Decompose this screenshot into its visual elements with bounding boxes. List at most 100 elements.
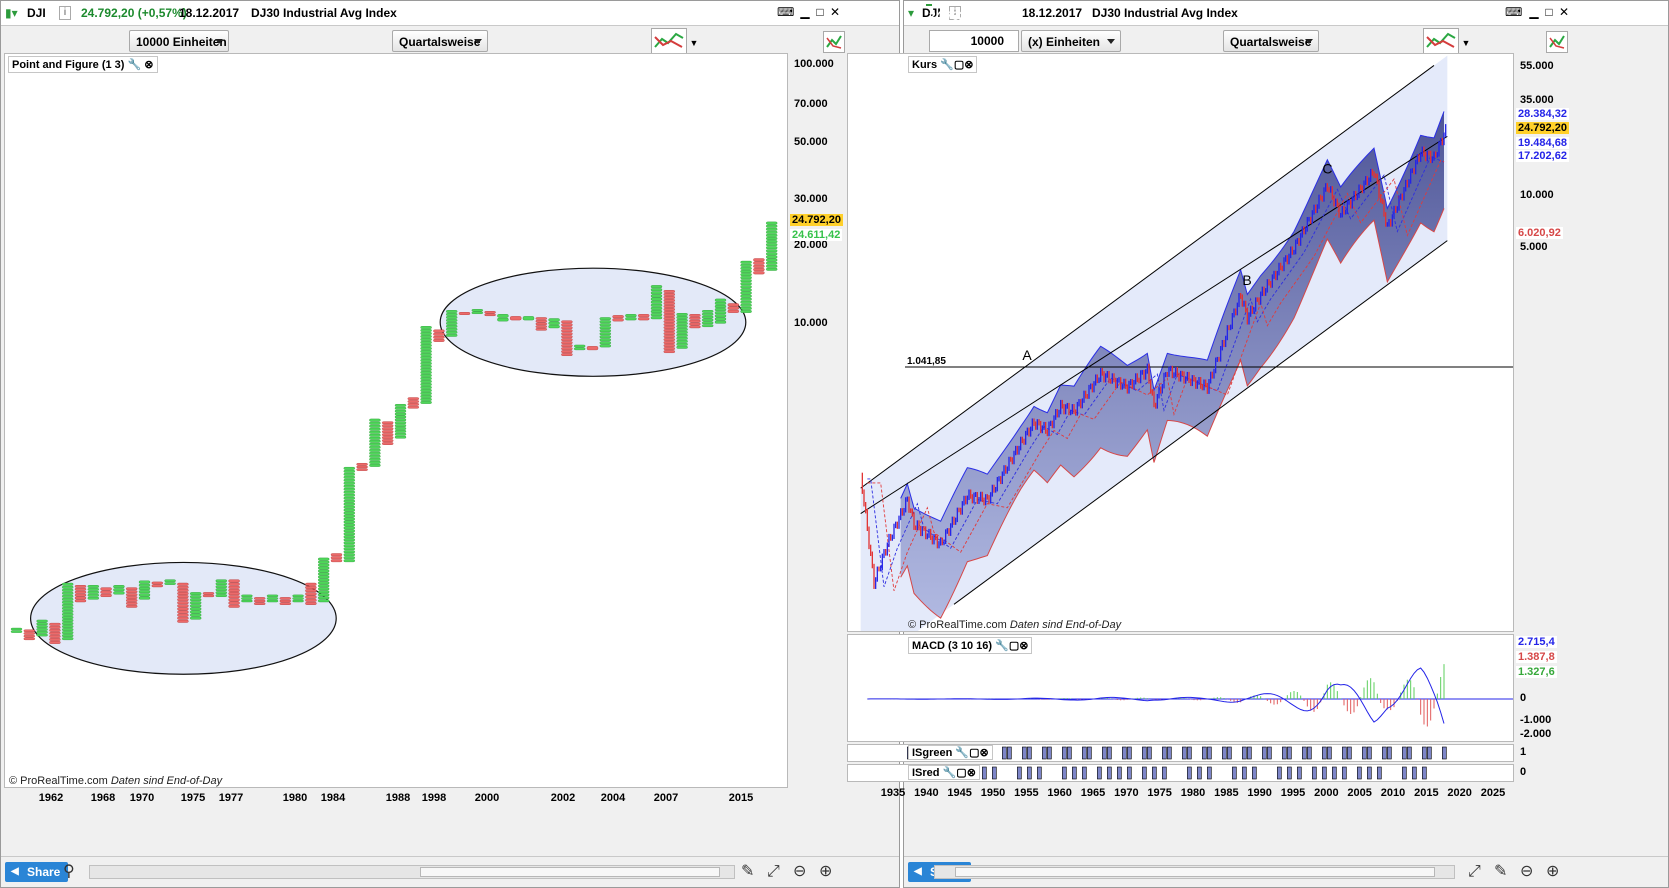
pnf-box — [663, 320, 675, 323]
scroll-thumb[interactable] — [420, 867, 720, 877]
pnf-box — [343, 547, 355, 551]
pnf-box — [177, 613, 189, 617]
pnf-box — [177, 592, 189, 595]
tools-icon[interactable] — [1546, 31, 1568, 53]
window-icon[interactable]: ▢ — [969, 747, 980, 759]
pnf-box — [23, 637, 35, 641]
pnf-box — [535, 328, 547, 331]
pnf-panel-label[interactable]: Point and Figure (1 3) 🔧 ⊗ — [8, 56, 158, 73]
info-icon[interactable]: i — [949, 6, 961, 20]
share-button[interactable]: Share — [5, 862, 69, 882]
minimize-icon[interactable]: ▁ — [1529, 5, 1539, 19]
wrench-icon[interactable]: 🔧 — [955, 747, 970, 759]
price-plot-area[interactable]: Kurs 🔧▢⊗ 1.041,85 A B C © ProRealTime.com D… — [847, 53, 1514, 632]
units-dropdown[interactable]: (x) Einheiten — [1021, 30, 1121, 52]
isgreen-plot-area[interactable]: ISgreen 🔧▢⊗ — [847, 744, 1514, 762]
pnf-box — [228, 601, 240, 605]
pulse — [1037, 766, 1042, 780]
isgreen-panel-label[interactable]: ISgreen 🔧▢⊗ — [908, 745, 993, 760]
zoom-out-icon[interactable]: ⊖ — [793, 863, 807, 880]
horizontal-scrollbar[interactable] — [934, 865, 1455, 879]
scroll-thumb[interactable] — [955, 867, 1435, 877]
pnf-box — [343, 493, 355, 497]
maximize-icon[interactable]: □ — [1545, 5, 1553, 19]
pnf-column-43 — [548, 318, 560, 329]
candle-icon[interactable]: ▾ — [908, 6, 915, 20]
wrench-icon[interactable]: 🔧 — [127, 59, 142, 71]
pnf-box — [125, 602, 138, 605]
keyboard-icon[interactable]: ⌨ — [777, 5, 795, 19]
kurs-panel-label[interactable]: Kurs 🔧▢⊗ — [908, 56, 978, 73]
pnf-box — [663, 338, 675, 341]
pnf-plot-area[interactable]: Point and Figure (1 3) 🔧 ⊗ © ProRealTime… — [4, 53, 788, 788]
pnf-box — [702, 312, 714, 316]
envelope-fill — [900, 111, 1444, 619]
pnf-box — [394, 432, 407, 436]
macd-plot-area[interactable]: MACD (3 10 16) 🔧▢⊗ — [847, 634, 1514, 742]
chart-style-dropdown-icon[interactable]: ▼ — [689, 38, 699, 48]
pulse — [1232, 766, 1237, 780]
y-tick-label: 50.000 — [794, 135, 828, 148]
pnf-box — [561, 341, 573, 345]
close-icon[interactable]: ✕ — [1558, 5, 1570, 19]
chart-style-icon[interactable] — [651, 28, 687, 54]
zoom-fit-icon[interactable]: ⤢ — [767, 863, 780, 880]
chart-style-dropdown-icon[interactable]: ▼ — [1461, 38, 1471, 48]
panel-close-icon[interactable]: ⊗ — [966, 767, 976, 779]
x-tick-label: 1988 — [385, 792, 411, 804]
pnf-box — [407, 403, 419, 406]
pnf-box — [420, 377, 432, 380]
pnf-box — [177, 607, 189, 611]
pnf-box — [599, 338, 611, 342]
macd-panel-label[interactable]: MACD (3 10 16) 🔧▢⊗ — [908, 637, 1033, 654]
wrench-icon[interactable]: 🔧 — [942, 767, 957, 779]
pnf-box — [663, 311, 675, 314]
pnf-box — [318, 563, 330, 567]
pnf-box — [10, 630, 23, 633]
panel-close-icon[interactable]: ⊗ — [144, 59, 154, 71]
tools-icon[interactable] — [823, 31, 845, 53]
pnf-box — [369, 424, 381, 428]
panel-close-icon[interactable]: ⊗ — [964, 59, 974, 71]
wrench-icon[interactable]: 🔧 — [940, 59, 954, 71]
isred-panel-label[interactable]: ISred 🔧▢⊗ — [908, 765, 980, 780]
pnf-box — [266, 594, 279, 598]
window-icon[interactable]: ▢ — [953, 59, 965, 71]
pnf-box — [394, 415, 407, 419]
pnf-box — [343, 478, 355, 482]
keyboard-icon[interactable]: ⌨ — [1505, 5, 1523, 19]
maximize-icon[interactable]: □ — [816, 5, 824, 19]
symbol-label[interactable]: DJI — [27, 6, 46, 20]
pnf-box — [548, 325, 560, 329]
zoom-in-icon[interactable]: ⊕ — [819, 863, 833, 880]
units-value-input[interactable]: 10000 — [929, 30, 1019, 52]
zoom-fit-icon[interactable]: ⤢ — [1468, 863, 1481, 880]
window-icon[interactable]: ▢ — [1008, 640, 1020, 652]
isred-plot-area[interactable]: ISred 🔧▢⊗ — [847, 764, 1514, 782]
panel-close-icon[interactable]: ⊗ — [1019, 640, 1029, 652]
close-icon[interactable]: ✕ — [829, 5, 841, 19]
minimize-icon[interactable]: ▁ — [800, 5, 810, 19]
period-dropdown[interactable]: Quartalsweise — [392, 30, 488, 52]
wrench-icon[interactable]: 🔧 — [995, 640, 1009, 652]
horizontal-scrollbar[interactable] — [89, 865, 735, 879]
pulse — [1162, 766, 1167, 780]
zoom-in-icon[interactable]: ⊕ — [1546, 863, 1560, 880]
link-icon[interactable]: ⚲ — [63, 863, 75, 880]
envelope-lower — [900, 208, 1445, 619]
window-icon[interactable]: ▢ — [956, 767, 967, 779]
pnf-box — [113, 591, 125, 595]
zoom-out-icon[interactable]: ⊖ — [1520, 863, 1534, 880]
units-dropdown[interactable]: 10000 Einheiten — [129, 30, 229, 52]
info-icon[interactable]: i — [59, 6, 71, 20]
pnf-column-15 — [189, 592, 202, 620]
pnf-box — [420, 398, 432, 401]
chart-style-icon[interactable] — [1423, 28, 1459, 54]
candle-icon[interactable]: ▮▾ — [5, 6, 18, 20]
period-dropdown[interactable]: Quartalsweise — [1223, 30, 1319, 52]
pulse — [1247, 746, 1252, 760]
tool-pen-icon[interactable]: ✎ — [1494, 863, 1508, 880]
tool-pen-icon[interactable]: ✎ — [741, 863, 755, 880]
panel-close-icon[interactable]: ⊗ — [979, 747, 989, 759]
symbol-label[interactable]: DJI — [922, 6, 941, 20]
